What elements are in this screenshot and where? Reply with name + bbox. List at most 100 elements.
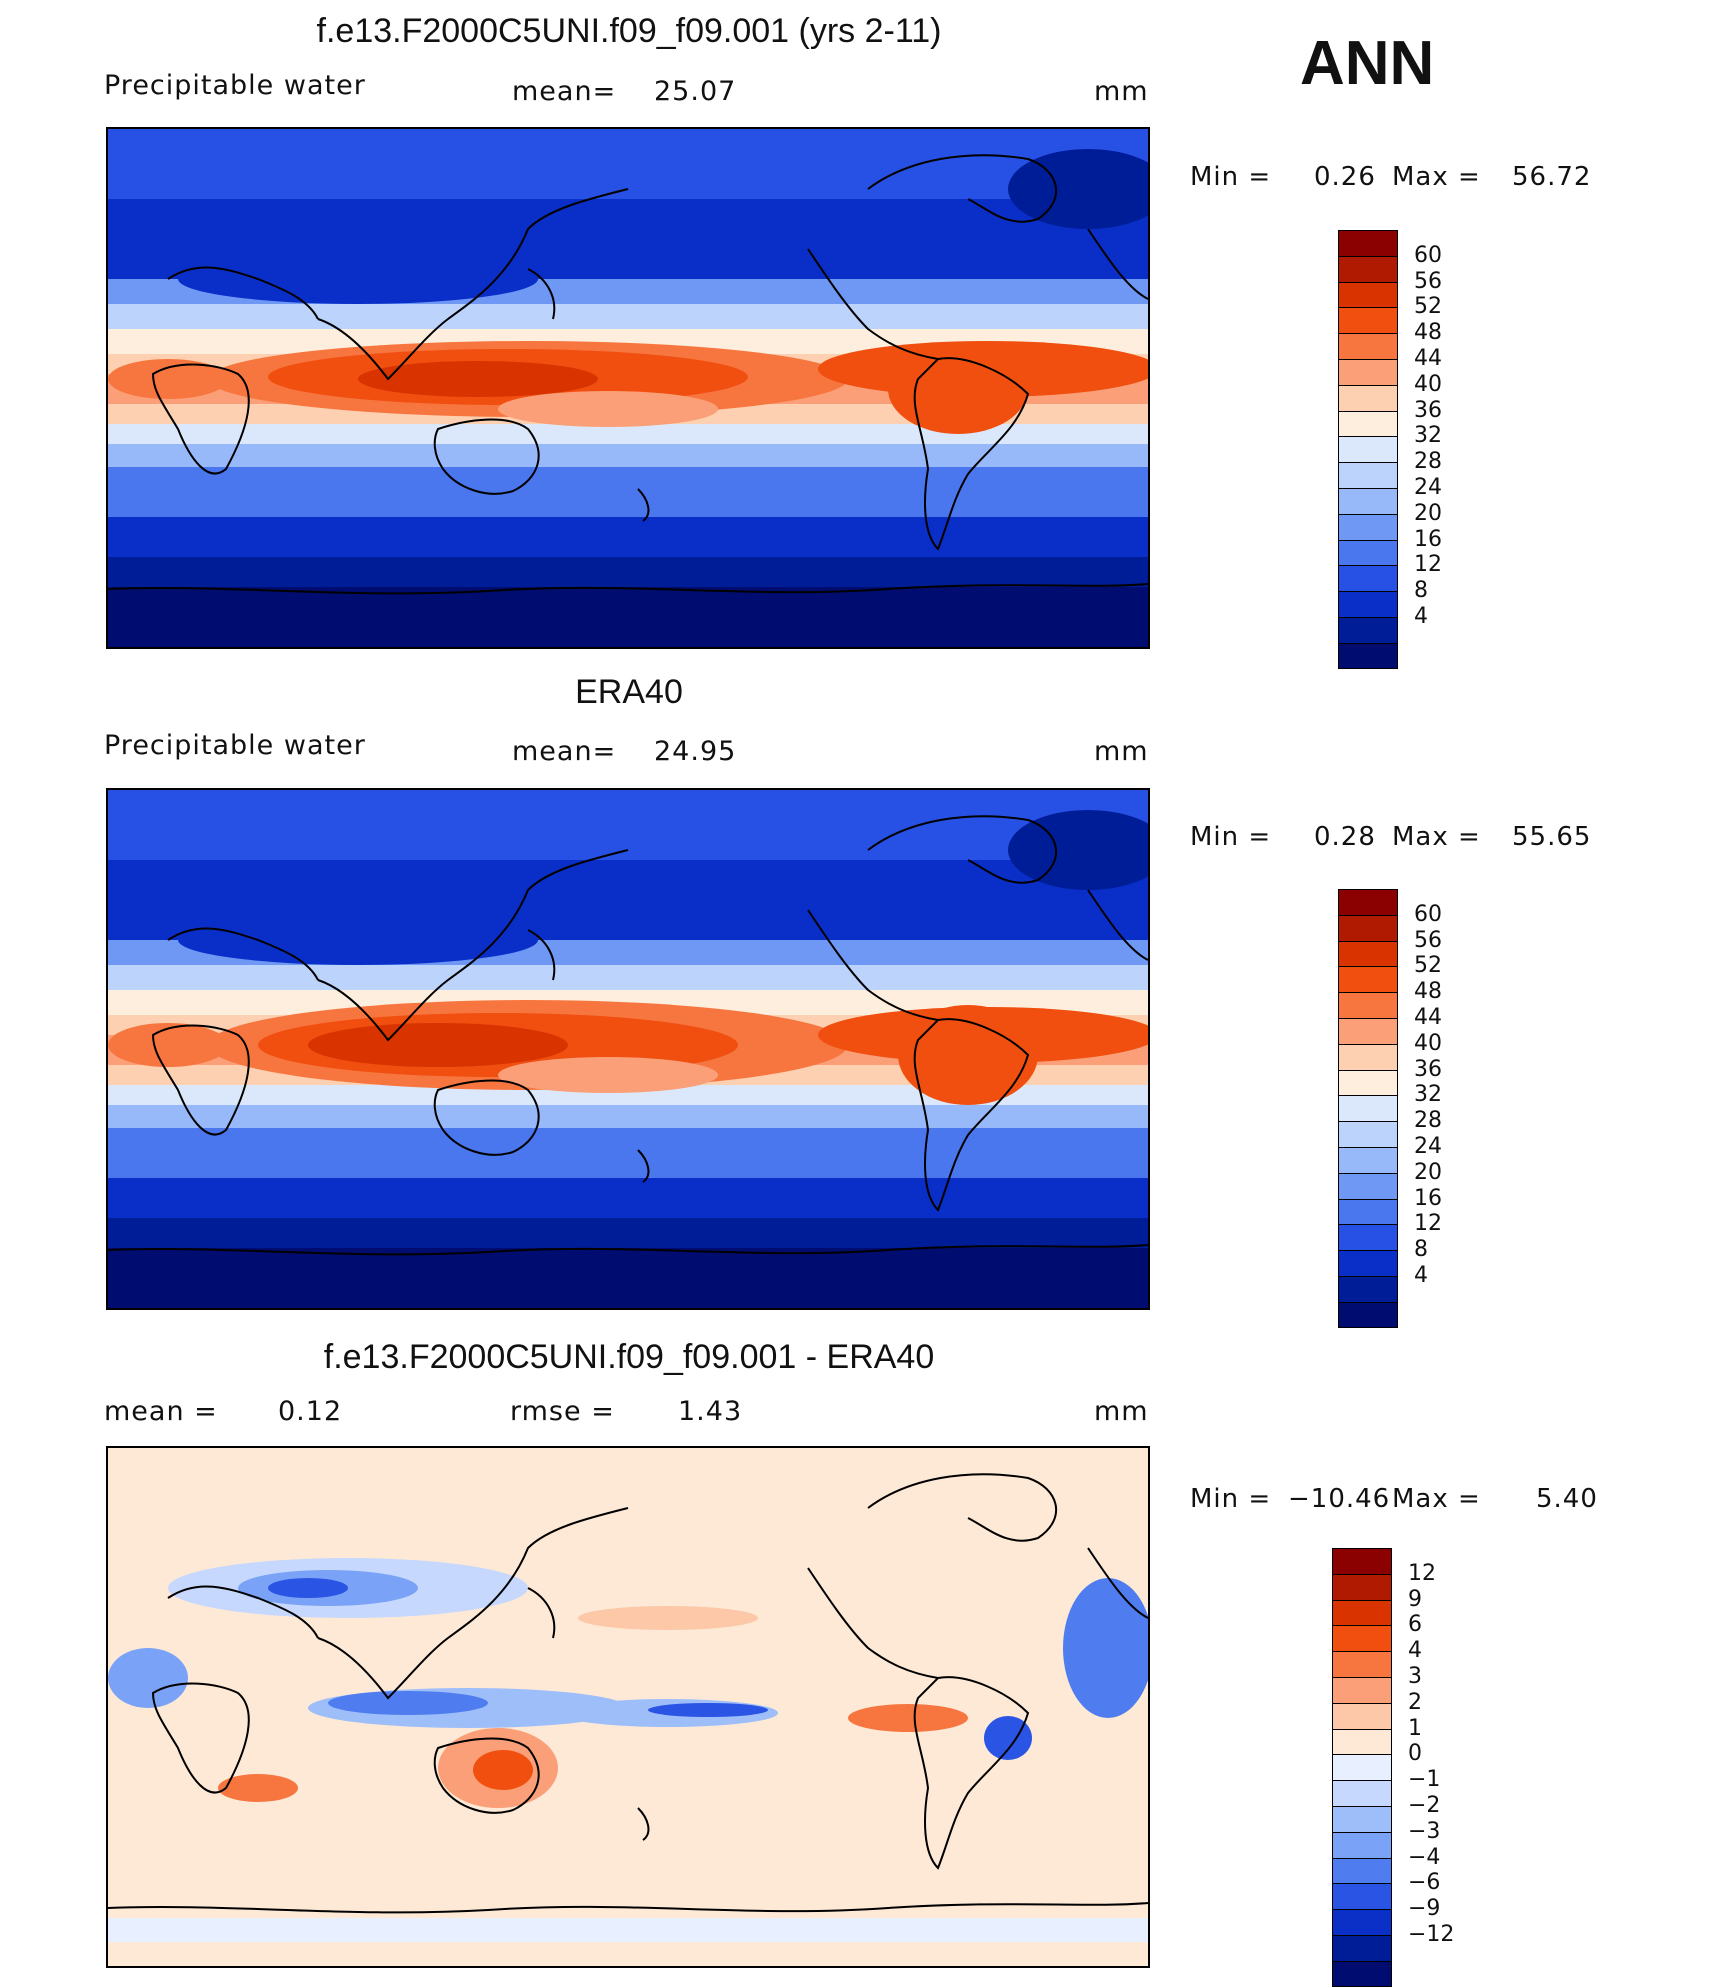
colorbar-segment bbox=[1339, 566, 1397, 593]
panel2-warm-pool bbox=[108, 810, 1148, 1105]
colorbar-segment bbox=[1339, 489, 1397, 515]
colorbar-segment bbox=[1339, 993, 1397, 1019]
colorbar-tick-label: 56 bbox=[1414, 927, 1442, 953]
panel3-rmse-label: rmse = bbox=[510, 1396, 615, 1427]
panel3-map bbox=[106, 1446, 1150, 1968]
colorbar-tick-label: 36 bbox=[1414, 397, 1442, 423]
colorbar-segment bbox=[1333, 1600, 1391, 1627]
panel2-coastlines bbox=[108, 815, 1148, 1256]
panel3-min-value: −10.46 bbox=[1288, 1484, 1391, 1514]
panel2-min-label: Min = bbox=[1190, 822, 1272, 852]
panel2-min-value: 0.28 bbox=[1314, 822, 1376, 852]
colorbar-tick-label: 20 bbox=[1414, 500, 1442, 526]
colorbar-segment bbox=[1333, 1807, 1391, 1833]
panel1-units: mm bbox=[1094, 76, 1149, 107]
colorbar-tick-label: 52 bbox=[1414, 953, 1442, 979]
colorbar-tick-label: −1 bbox=[1408, 1767, 1441, 1793]
colorbar-segment bbox=[1333, 1574, 1391, 1601]
colorbar-tick-label: 40 bbox=[1414, 1030, 1442, 1056]
panel2-mean-label: mean= bbox=[512, 736, 617, 767]
colorbar-segment bbox=[1333, 1652, 1391, 1678]
panel2-units: mm bbox=[1094, 736, 1149, 767]
colorbar-tick-label: 12 bbox=[1414, 1211, 1442, 1237]
colorbar-tick-label: 36 bbox=[1414, 1056, 1442, 1082]
panel1-mean-label: mean= bbox=[512, 76, 617, 107]
panel1-map bbox=[106, 127, 1150, 649]
colorbar-segment bbox=[1339, 618, 1397, 644]
colorbar-segment bbox=[1339, 1302, 1397, 1327]
colorbar-segment bbox=[1339, 231, 1397, 257]
panel1-min-label: Min = bbox=[1190, 162, 1272, 192]
colorbar-tick-label: 12 bbox=[1414, 552, 1442, 578]
colorbar-segment bbox=[1333, 1910, 1391, 1936]
colorbar-tick-label: 48 bbox=[1414, 320, 1442, 346]
panel3-field bbox=[108, 1448, 1148, 1966]
panel3-title: f.e13.F2000C5UNI.f09_f09.001 - ERA40 bbox=[323, 1338, 935, 1376]
panel1-warm-pool bbox=[108, 149, 1148, 434]
colorbar-tick-label: 48 bbox=[1414, 979, 1442, 1005]
panel2-variable-label: Precipitable water bbox=[104, 730, 366, 761]
colorbar-segment bbox=[1333, 1755, 1391, 1782]
colorbar-segment bbox=[1333, 1549, 1391, 1575]
panel3-units: mm bbox=[1094, 1396, 1149, 1427]
colorbar-tick-label: 60 bbox=[1414, 901, 1442, 927]
colorbar-segment bbox=[1333, 1884, 1391, 1911]
colorbar-segment bbox=[1333, 1832, 1391, 1859]
colorbar-segment bbox=[1339, 1173, 1397, 1200]
panel1-coastlines bbox=[108, 154, 1148, 595]
colorbar-tick-label: 56 bbox=[1414, 268, 1442, 294]
colorbar-tick-label: −4 bbox=[1408, 1844, 1441, 1870]
colorbar-tick-label: 52 bbox=[1414, 294, 1442, 320]
colorbar-tick-label: 6 bbox=[1408, 1612, 1422, 1638]
colorbar-segment bbox=[1339, 334, 1397, 360]
panel3-coastlines bbox=[108, 1473, 1148, 1914]
colorbar-segment bbox=[1339, 1122, 1397, 1148]
colorbar-tick-label: 28 bbox=[1414, 449, 1442, 475]
colorbar-segment bbox=[1339, 890, 1397, 916]
colorbar-tick-label: 40 bbox=[1414, 371, 1442, 397]
colorbar-segment bbox=[1339, 463, 1397, 489]
colorbar-segment bbox=[1333, 1729, 1391, 1756]
colorbar-tick-label: 44 bbox=[1414, 1005, 1442, 1030]
colorbar-box bbox=[1338, 230, 1398, 669]
colorbar-segment bbox=[1333, 1703, 1391, 1730]
colorbar-segment bbox=[1333, 1626, 1391, 1653]
panel2-mean-value: 24.95 bbox=[654, 736, 737, 767]
panel2-title: ERA40 bbox=[575, 673, 683, 711]
colorbar-segment bbox=[1339, 256, 1397, 283]
panel3-mean-label: mean = bbox=[104, 1396, 218, 1427]
colorbar-tick-label: 12 bbox=[1408, 1560, 1436, 1586]
panel1-variable-label: Precipitable water bbox=[104, 70, 366, 101]
colorbar-tick-label: 60 bbox=[1414, 242, 1442, 268]
panel1-max-value: 56.72 bbox=[1512, 162, 1592, 192]
colorbar-segment bbox=[1339, 385, 1397, 412]
colorbar-box bbox=[1332, 1548, 1392, 1987]
panel3-min-label: Min = bbox=[1190, 1484, 1272, 1514]
season-label: ANN bbox=[1300, 29, 1435, 98]
colorbar-tick-label: 2 bbox=[1408, 1689, 1422, 1715]
colorbar-segment bbox=[1339, 967, 1397, 994]
colorbar-tick-label: 16 bbox=[1414, 526, 1442, 552]
colorbar-tick-label: 20 bbox=[1414, 1159, 1442, 1185]
colorbar-tick-label: 16 bbox=[1414, 1185, 1442, 1211]
colorbar-segment bbox=[1333, 1781, 1391, 1807]
colorbar-tick-label: 24 bbox=[1414, 475, 1442, 500]
colorbar-tick-label: 9 bbox=[1408, 1586, 1422, 1612]
panel1-max-label: Max = bbox=[1392, 162, 1481, 192]
panel3-max-label: Max = bbox=[1392, 1484, 1481, 1514]
colorbar-tick-label: −3 bbox=[1408, 1818, 1441, 1844]
panel3-mean-value: 0.12 bbox=[278, 1396, 343, 1427]
colorbar-tick-label: 4 bbox=[1414, 1263, 1428, 1288]
colorbar-tick-label: 4 bbox=[1414, 604, 1428, 629]
panel2-max-label: Max = bbox=[1392, 822, 1481, 852]
panel2-map bbox=[106, 788, 1150, 1310]
colorbar-segment bbox=[1333, 1678, 1391, 1704]
colorbar-segment bbox=[1339, 592, 1397, 618]
colorbar-tick-label: 8 bbox=[1414, 1237, 1428, 1263]
colorbar-tick-label: 28 bbox=[1414, 1108, 1442, 1134]
colorbar-segment bbox=[1339, 1044, 1397, 1071]
colorbar-tick-label: 4 bbox=[1408, 1638, 1422, 1664]
colorbar-tick-label: 8 bbox=[1414, 578, 1428, 604]
colorbar-segment bbox=[1339, 1148, 1397, 1174]
colorbar-tick-label: −9 bbox=[1408, 1896, 1441, 1922]
